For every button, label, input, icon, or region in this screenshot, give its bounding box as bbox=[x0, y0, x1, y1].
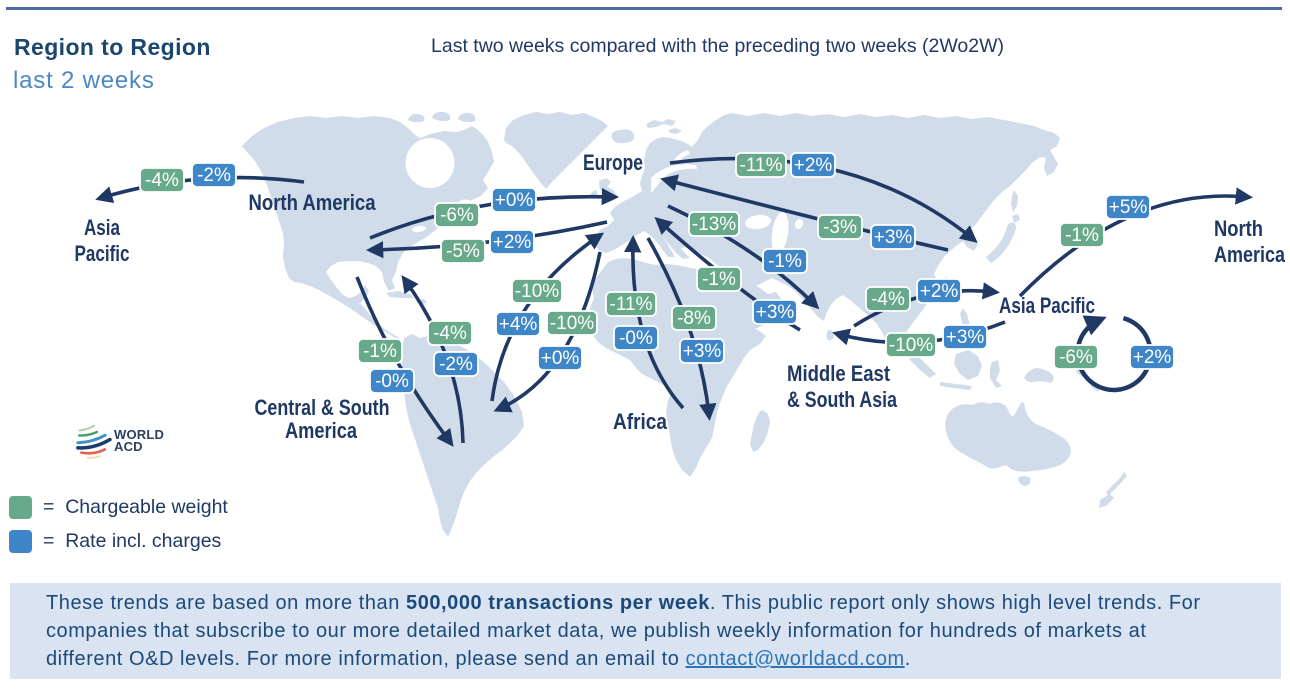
svg-text:-11%: -11% bbox=[610, 294, 653, 315]
svg-text:Europe: Europe bbox=[583, 150, 643, 175]
svg-text:-13%: -13% bbox=[692, 214, 736, 235]
svg-text:+2%: +2% bbox=[1133, 347, 1172, 368]
svg-text:-10%: -10% bbox=[550, 313, 594, 334]
svg-text:-6%: -6% bbox=[1059, 347, 1093, 368]
svg-text:-4%: -4% bbox=[871, 289, 905, 310]
svg-text:-8%: -8% bbox=[677, 308, 711, 329]
svg-text:-0%: -0% bbox=[375, 371, 409, 392]
svg-text:-2%: -2% bbox=[439, 354, 473, 375]
svg-text:-6%: -6% bbox=[440, 205, 474, 226]
svg-text:America: America bbox=[1214, 242, 1286, 267]
svg-text:Central & South: Central & South bbox=[255, 395, 390, 420]
svg-text:North America: North America bbox=[249, 190, 377, 215]
svg-text:+3%: +3% bbox=[874, 227, 913, 248]
svg-text:+3%: +3% bbox=[946, 327, 985, 348]
svg-text:America: America bbox=[285, 418, 358, 443]
svg-text:Middle East: Middle East bbox=[787, 361, 891, 386]
svg-text:-10%: -10% bbox=[515, 281, 559, 302]
svg-text:-2%: -2% bbox=[197, 165, 231, 186]
svg-text:-10%: -10% bbox=[889, 335, 933, 356]
svg-text:North: North bbox=[1214, 216, 1263, 241]
svg-text:+5%: +5% bbox=[1109, 197, 1148, 218]
svg-text:+2%: +2% bbox=[493, 232, 532, 253]
svg-text:-4%: -4% bbox=[433, 323, 467, 344]
svg-text:+3%: +3% bbox=[756, 302, 795, 323]
svg-text:-0%: -0% bbox=[619, 328, 653, 349]
svg-text:-1%: -1% bbox=[702, 269, 736, 290]
svg-text:Asia Pacific: Asia Pacific bbox=[999, 293, 1095, 318]
svg-text:+2%: +2% bbox=[794, 155, 833, 176]
svg-text:+0%: +0% bbox=[495, 190, 534, 211]
svg-text:+3%: +3% bbox=[683, 341, 722, 362]
svg-text:Pacific: Pacific bbox=[75, 241, 130, 266]
svg-text:-5%: -5% bbox=[446, 241, 480, 262]
svg-text:Asia: Asia bbox=[84, 215, 121, 240]
svg-text:Africa: Africa bbox=[613, 409, 668, 434]
svg-text:-3%: -3% bbox=[823, 217, 857, 238]
svg-text:-1%: -1% bbox=[1065, 225, 1099, 246]
svg-text:-11%: -11% bbox=[740, 155, 783, 176]
svg-text:-1%: -1% bbox=[768, 251, 802, 272]
svg-text:+0%: +0% bbox=[541, 348, 580, 369]
svg-text:& South Asia: & South Asia bbox=[787, 387, 898, 412]
svg-text:+2%: +2% bbox=[920, 281, 959, 302]
svg-text:-4%: -4% bbox=[145, 170, 179, 191]
svg-text:+4%: +4% bbox=[499, 314, 538, 335]
svg-text:-1%: -1% bbox=[363, 341, 397, 362]
